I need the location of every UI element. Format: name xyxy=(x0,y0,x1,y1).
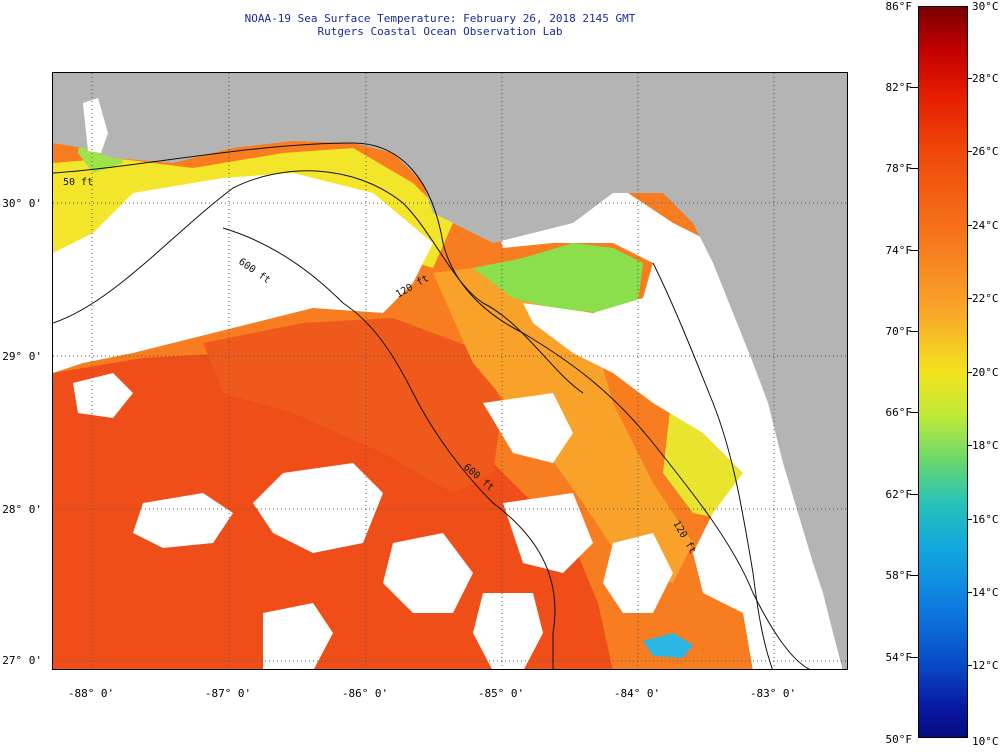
scale-f-54: 54°F xyxy=(885,651,913,664)
chart-title: NOAA-19 Sea Surface Temperature: Februar… xyxy=(244,12,636,25)
land-mass xyxy=(53,73,847,669)
color-scale-bar xyxy=(918,6,968,738)
lon-label-87: -87° 0' xyxy=(204,687,252,700)
sst-map[interactable]: 50 ft 120 ft 600 ft 600 ft 120 ft xyxy=(52,72,848,670)
scale-f-50: 50°F xyxy=(885,733,913,746)
scale-c-16: 16°C xyxy=(972,513,999,526)
lat-label-29: 29° 0' xyxy=(2,350,42,363)
scale-f-58: 58°F xyxy=(885,569,913,582)
tick-c xyxy=(968,151,972,152)
scale-c-14: 14°C xyxy=(972,586,999,599)
tick-f xyxy=(910,168,918,169)
land-gap-fill xyxy=(83,98,108,153)
lon-label-88: -88° 0' xyxy=(67,687,115,700)
chart-subtitle: Rutgers Coastal Ocean Observation Lab xyxy=(317,25,563,38)
scale-c-12: 12°C xyxy=(972,659,999,672)
cloud-mask xyxy=(53,173,847,669)
scale-c-28: 28°C xyxy=(972,72,999,85)
lat-label-27: 27° 0' xyxy=(2,654,42,667)
scale-c-10: 10°C xyxy=(972,735,999,748)
tick-f xyxy=(910,657,918,658)
scale-c-18: 18°C xyxy=(972,439,999,452)
scale-f-74: 74°F xyxy=(885,244,913,257)
tick-c xyxy=(968,78,972,79)
scale-f-78: 78°F xyxy=(885,162,913,175)
tick-f xyxy=(910,575,918,576)
scale-f-86: 86°F xyxy=(885,0,913,13)
graticule xyxy=(53,73,847,669)
warm-water-region-2 xyxy=(203,318,503,493)
isobath-label-1: 50 ft xyxy=(63,177,93,188)
tick-c xyxy=(968,665,972,666)
map-canvas: 50 ft 120 ft 600 ft 600 ft 120 ft xyxy=(53,73,847,669)
lat-label-30: 30° 0' xyxy=(2,197,42,210)
tick-c xyxy=(968,445,972,446)
tick-c xyxy=(968,298,972,299)
scale-f-82: 82°F xyxy=(885,81,913,94)
lon-label-86: -86° 0' xyxy=(341,687,389,700)
tick-f xyxy=(910,494,918,495)
tick-f xyxy=(910,412,918,413)
tick-f xyxy=(910,331,918,332)
lon-label-84: -84° 0' xyxy=(613,687,661,700)
lat-label-28: 28° 0' xyxy=(2,503,42,516)
scale-f-70: 70°F xyxy=(885,325,913,338)
tick-f xyxy=(910,250,918,251)
lon-label-85: -85° 0' xyxy=(477,687,525,700)
isobath-contours xyxy=(53,142,811,669)
lon-label-83: -83° 0' xyxy=(749,687,797,700)
scale-c-30: 30°C xyxy=(972,0,999,13)
tick-c xyxy=(968,519,972,520)
green-bigbend-region xyxy=(473,243,643,313)
tick-c xyxy=(968,372,972,373)
tick-c xyxy=(968,592,972,593)
cold-water-patch-2 xyxy=(643,633,693,658)
scale-c-26: 26°C xyxy=(972,145,999,158)
scale-f-62: 62°F xyxy=(885,488,913,501)
tick-c xyxy=(968,225,972,226)
scale-c-22: 22°C xyxy=(972,292,999,305)
scale-c-24: 24°C xyxy=(972,219,999,232)
tick-f xyxy=(910,87,918,88)
scale-c-20: 20°C xyxy=(972,366,999,379)
scale-f-66: 66°F xyxy=(885,406,913,419)
